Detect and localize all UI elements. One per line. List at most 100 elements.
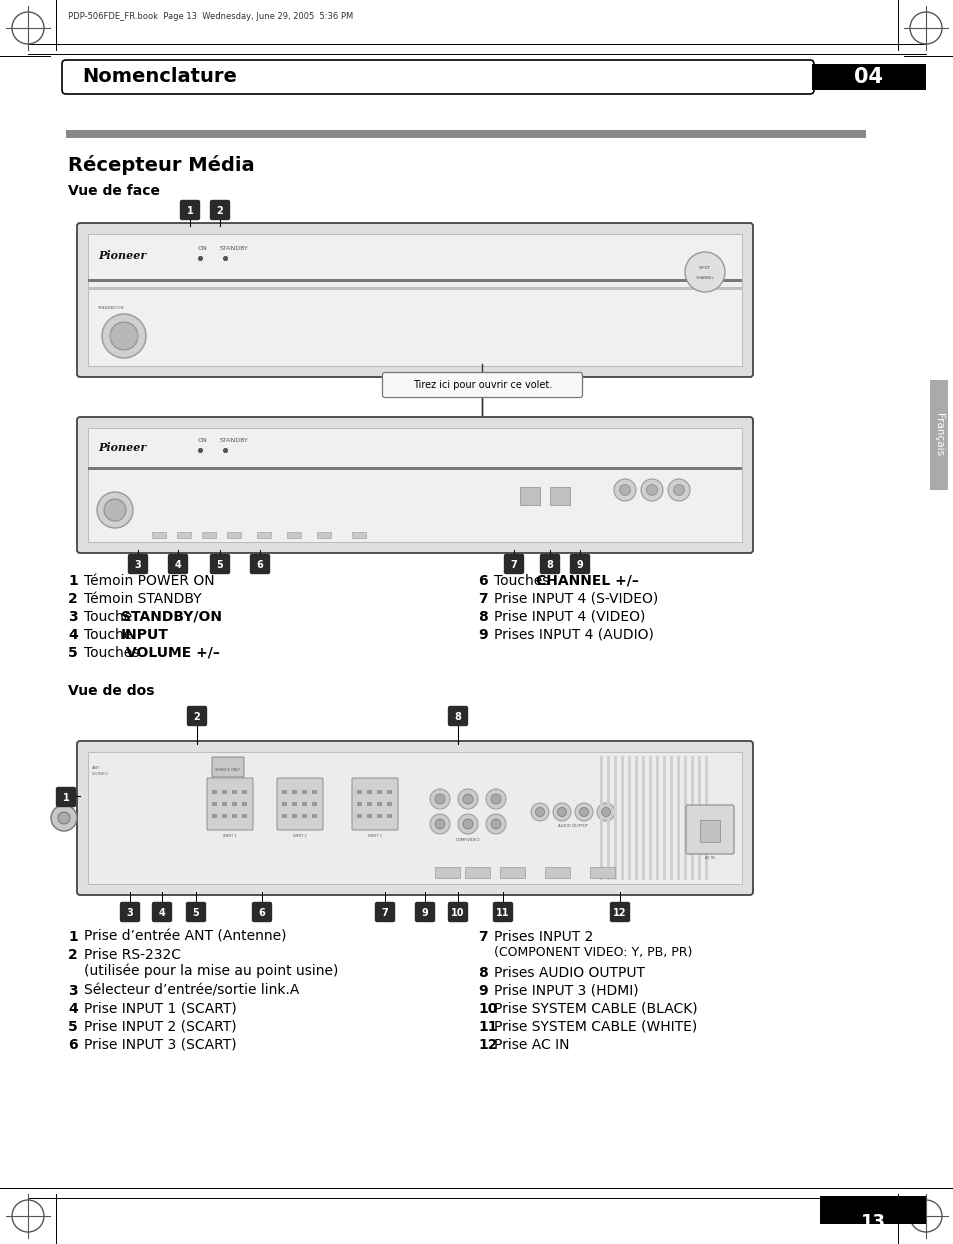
Circle shape [578, 807, 588, 816]
Text: 5: 5 [193, 908, 199, 918]
Text: Sélecteur d’entrée/sortie link.A: Sélecteur d’entrée/sortie link.A [84, 984, 299, 998]
Circle shape [646, 484, 657, 495]
Text: 5: 5 [68, 1020, 77, 1034]
Bar [227, 532, 241, 537]
Bar [648, 756, 652, 880]
FancyBboxPatch shape [212, 758, 244, 778]
Text: AC IN: AC IN [704, 856, 714, 860]
Text: Prises INPUT 2: Prises INPUT 2 [494, 931, 593, 944]
Circle shape [485, 814, 505, 833]
Text: 2: 2 [193, 712, 200, 722]
FancyBboxPatch shape [77, 223, 752, 377]
Text: 2: 2 [216, 207, 223, 216]
FancyBboxPatch shape [448, 707, 467, 725]
Circle shape [614, 479, 636, 501]
Bar [356, 814, 361, 819]
Text: 6: 6 [477, 573, 487, 588]
FancyBboxPatch shape [129, 555, 148, 573]
Text: 8: 8 [477, 610, 487, 624]
FancyBboxPatch shape [448, 902, 467, 922]
Bar [811, 63, 925, 90]
Bar [88, 466, 741, 470]
Bar [88, 279, 741, 282]
FancyBboxPatch shape [685, 805, 733, 853]
FancyBboxPatch shape [211, 200, 230, 219]
Text: Touche: Touche [84, 628, 136, 642]
Text: ON: ON [198, 438, 208, 443]
Bar [312, 790, 316, 794]
Bar [698, 756, 700, 880]
Bar [287, 532, 301, 537]
Text: Prise SYSTEM CABLE (WHITE): Prise SYSTEM CABLE (WHITE) [494, 1020, 697, 1034]
Circle shape [531, 802, 548, 821]
Circle shape [462, 819, 473, 829]
Circle shape [430, 814, 450, 833]
Text: 2: 2 [68, 592, 77, 606]
Text: 9: 9 [477, 984, 487, 998]
Circle shape [97, 491, 132, 527]
Text: 7: 7 [477, 931, 487, 944]
Text: ANT: ANT [91, 766, 100, 770]
Text: ON: ON [198, 246, 208, 251]
Circle shape [601, 807, 610, 816]
Text: 3: 3 [68, 610, 77, 624]
Bar [302, 802, 307, 806]
Bar [302, 814, 307, 819]
FancyBboxPatch shape [570, 555, 589, 573]
Text: Prises INPUT 4 (AUDIO): Prises INPUT 4 (AUDIO) [494, 628, 653, 642]
FancyBboxPatch shape [435, 867, 460, 878]
Bar [367, 790, 372, 794]
Text: 10: 10 [477, 1001, 497, 1016]
Text: 2: 2 [68, 948, 77, 962]
Text: Prise INPUT 3 (HDMI): Prise INPUT 3 (HDMI) [494, 984, 638, 998]
Bar [627, 756, 631, 880]
Bar [242, 802, 247, 806]
FancyBboxPatch shape [56, 787, 75, 806]
FancyBboxPatch shape [540, 555, 558, 573]
Bar [367, 814, 372, 819]
Text: 11: 11 [496, 908, 509, 918]
Bar [356, 802, 361, 806]
Bar [66, 131, 865, 138]
Bar [292, 802, 296, 806]
FancyBboxPatch shape [493, 902, 512, 922]
Text: 7: 7 [477, 592, 487, 606]
Bar [232, 802, 236, 806]
Text: 6: 6 [68, 1037, 77, 1052]
Text: COMP.VIDEO: COMP.VIDEO [456, 838, 479, 842]
Bar [222, 790, 227, 794]
Text: 3: 3 [68, 984, 77, 998]
Text: Touche: Touche [84, 610, 136, 624]
Circle shape [618, 484, 630, 495]
Text: 4: 4 [158, 908, 165, 918]
Bar [683, 756, 687, 880]
Circle shape [51, 805, 77, 831]
Text: AUDIO OUTPUT: AUDIO OUTPUT [558, 824, 587, 829]
Text: Prises AUDIO OUTPUT: Prises AUDIO OUTPUT [494, 967, 644, 980]
Bar [635, 756, 638, 880]
Text: Prise INPUT 2 (SCART): Prise INPUT 2 (SCART) [84, 1020, 236, 1034]
FancyBboxPatch shape [504, 555, 523, 573]
Text: Touches: Touches [494, 573, 553, 588]
Bar [88, 428, 741, 542]
Text: 13: 13 [860, 1213, 884, 1232]
FancyBboxPatch shape [186, 902, 205, 922]
FancyBboxPatch shape [77, 741, 752, 894]
FancyBboxPatch shape [545, 867, 570, 878]
Bar [656, 756, 659, 880]
Circle shape [575, 802, 593, 821]
Bar [614, 756, 617, 880]
Text: Prise SYSTEM CABLE (BLACK): Prise SYSTEM CABLE (BLACK) [494, 1001, 697, 1016]
Circle shape [457, 789, 477, 809]
Text: 3: 3 [127, 908, 133, 918]
Text: Témoin STANDBY: Témoin STANDBY [84, 592, 201, 606]
Circle shape [553, 802, 571, 821]
Bar [550, 486, 569, 505]
Text: (utilisée pour la mise au point usine): (utilisée pour la mise au point usine) [84, 964, 338, 979]
Text: Prise INPUT 4 (VIDEO): Prise INPUT 4 (VIDEO) [494, 610, 644, 624]
Bar [302, 790, 307, 794]
Bar [232, 790, 236, 794]
Text: Prise d’entrée ANT (Antenne): Prise d’entrée ANT (Antenne) [84, 931, 286, 944]
Text: Touches: Touches [84, 646, 144, 661]
Bar [292, 790, 296, 794]
